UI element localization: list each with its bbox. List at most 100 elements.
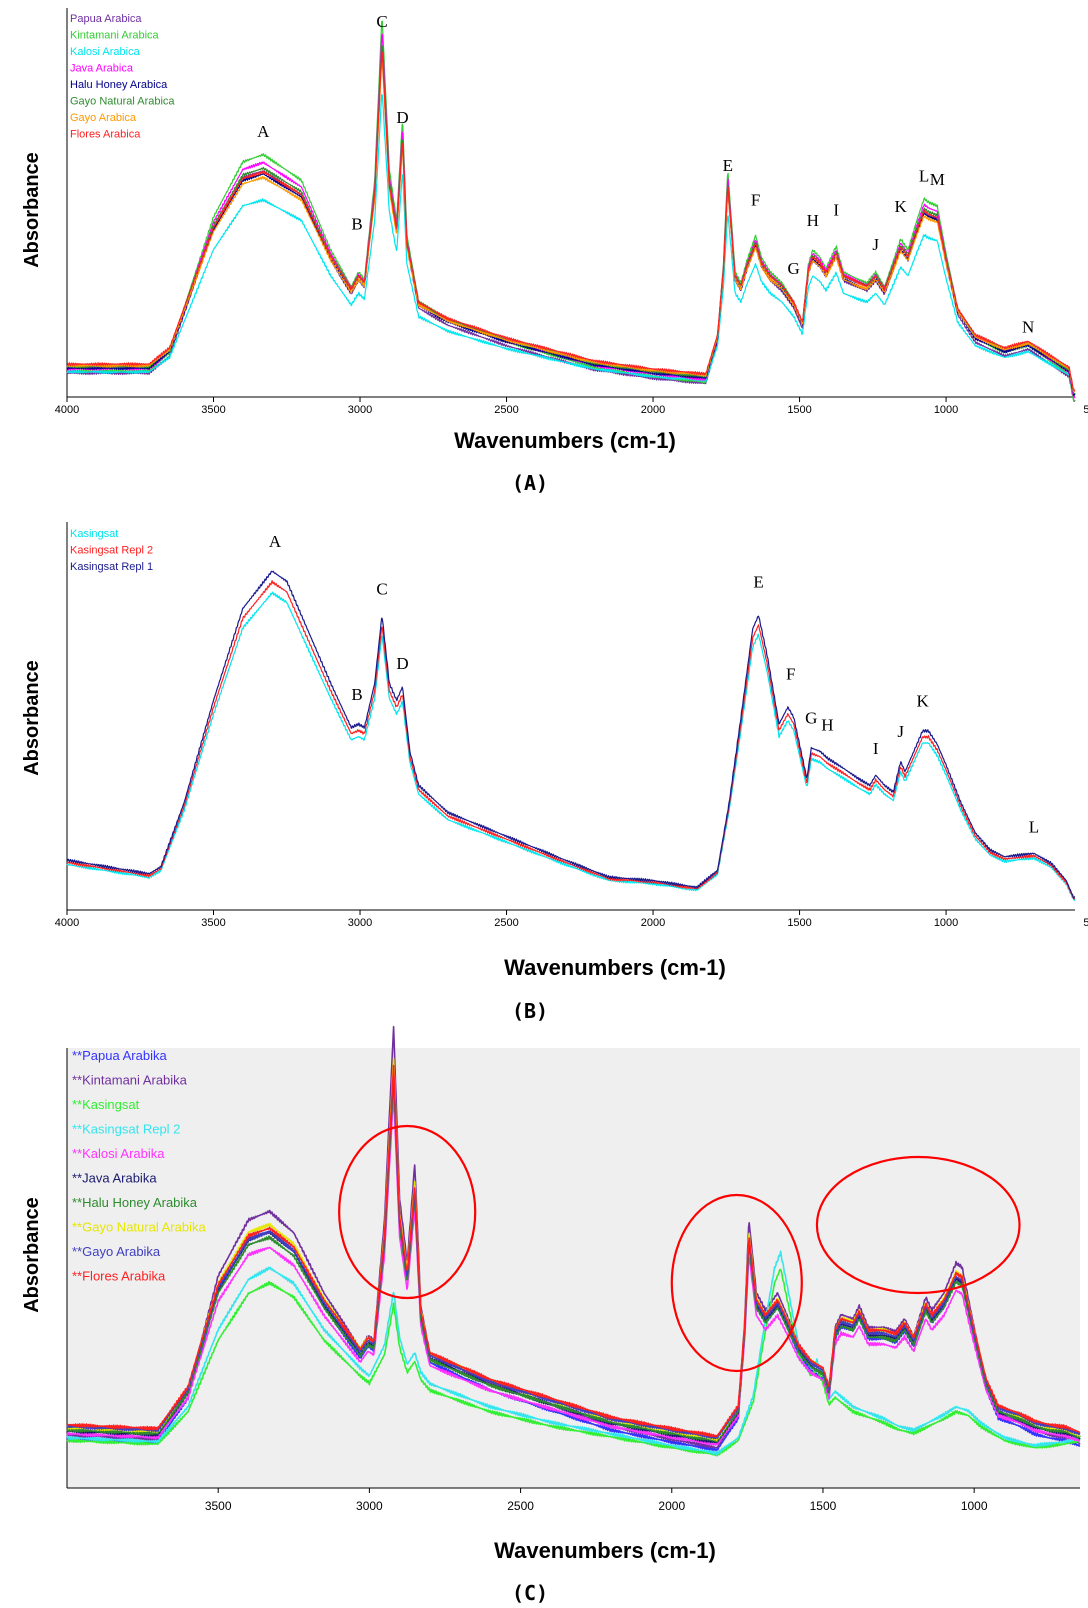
x-tick-label: 2000: [641, 404, 665, 416]
panel-a-x-ticks: 4000 3500 3000 2500 2000 1500 1000 500: [55, 397, 1088, 416]
legend-entry: Gayo Arabica: [70, 112, 137, 124]
x-tick-label: 3000: [356, 1499, 383, 1513]
x-tick-label: 500: [1083, 404, 1088, 416]
peak-label: B: [351, 685, 362, 704]
peak-label: G: [788, 259, 800, 278]
x-tick-label: 1500: [810, 1499, 837, 1513]
x-tick-label: 2000: [658, 1499, 685, 1513]
legend-entry: **Kintamani Arabika: [72, 1073, 188, 1088]
legend-entry: **Kasingsat Repl 2: [72, 1122, 180, 1137]
panel-b: 4000 3500 3000 2500 2000 1500 1000 500 A B C D E F GH…: [21, 522, 1088, 1023]
legend-entry: Kasingsat Repl 2: [70, 545, 153, 557]
panel-c-caption: (C): [512, 1581, 548, 1605]
legend-entry: **Halu Honey Arabika: [72, 1195, 198, 1210]
series-line: [66, 580, 1075, 900]
legend-entry: **Flores Arabika: [72, 1269, 166, 1284]
panel-b-caption: (B): [512, 999, 548, 1023]
series-line: [66, 1069, 1081, 1440]
series-line: [66, 1076, 1081, 1443]
peak-label: A: [269, 532, 282, 551]
peak-label: L: [919, 166, 929, 185]
panel-b-y-axis-label: Absorbance: [21, 660, 43, 776]
peak-label: F: [786, 664, 795, 683]
peak-label: D: [396, 108, 408, 127]
peak-label: D: [396, 654, 408, 673]
panel-a-y-axis-label: Absorbance: [21, 152, 43, 268]
highlight-circle: [670, 1193, 803, 1373]
series-line: [66, 53, 1076, 396]
panel-c: 3500 3000 2500 2000 1500 1000 **Papua Arabika…: [21, 1025, 1081, 1605]
legend-entry: Papua Arabica: [70, 13, 142, 25]
x-tick-label: 1500: [787, 917, 811, 929]
panel-a-caption: (A): [512, 471, 548, 495]
panel-a-plot-area: [66, 20, 1076, 402]
legend-entry: Flores Arabica: [70, 129, 141, 141]
series-line: [66, 1250, 1081, 1456]
x-tick-label: 4000: [55, 917, 79, 929]
legend-entry: Gayo Natural Arabica: [70, 96, 175, 108]
peak-label: K: [916, 692, 929, 711]
panel-b-peak-labels: A B C D E F G H IJK L: [269, 532, 1039, 837]
series-line: [66, 20, 1076, 402]
peak-label: C: [376, 12, 387, 31]
x-tick-label: 1500: [787, 404, 811, 416]
series-line: [66, 1268, 1081, 1457]
peak-label: H: [821, 715, 833, 734]
panel-c-plot-area: [66, 1025, 1081, 1457]
x-tick-label: 2500: [494, 917, 518, 929]
legend-entry: Java Arabica: [70, 63, 134, 75]
x-tick-label: 3500: [201, 404, 225, 416]
panel-c-highlight-circles: [338, 1124, 1021, 1373]
series-line: [66, 570, 1076, 899]
x-tick-label: 3000: [348, 404, 372, 416]
panel-b-x-axis-label: Wavenumbers (cm-1): [504, 955, 726, 980]
panel-b-legend: Kasingsat Kasingsat Repl 2 Kasingsat Repl …: [70, 528, 153, 573]
peak-label: N: [1022, 317, 1034, 336]
peak-label: F: [751, 190, 760, 209]
panel-b-plot-area: [66, 570, 1076, 901]
legend-entry: Kalosi Arabica: [70, 46, 141, 58]
legend-entry: **Gayo Natural Arabika: [72, 1220, 206, 1235]
highlight-circle: [338, 1124, 477, 1300]
panel-c-legend: **Papua Arabika **Kintamani Arabika **Kasi…: [72, 1048, 206, 1284]
series-line: [66, 1092, 1081, 1447]
legend-entry: **Papua Arabika: [72, 1048, 167, 1063]
series-line: [66, 61, 1076, 393]
legend-entry: Halu Honey Arabica: [70, 79, 168, 91]
peak-label: G: [805, 709, 817, 728]
series-line: [66, 93, 1076, 397]
x-tick-label: 500: [1083, 917, 1088, 929]
peak-label: I: [873, 739, 879, 758]
x-tick-label: 3500: [201, 917, 225, 929]
panel-b-x-ticks: 4000 3500 3000 2500 2000 1500 1000 500: [55, 910, 1088, 929]
peak-label: A: [257, 122, 270, 141]
peak-label: M: [930, 170, 945, 189]
highlight-circle: [815, 1155, 1021, 1295]
x-tick-label: 2500: [494, 404, 518, 416]
series-line: [66, 1025, 1081, 1449]
series-line: [66, 1064, 1081, 1438]
peak-label: H: [807, 211, 819, 230]
peak-label: E: [753, 573, 763, 592]
panel-a: 4000 3500 3000 2500 2000 1500 1000 500 A B C D EF G H…: [21, 8, 1088, 495]
peak-label: J: [872, 235, 879, 254]
legend-entry: **Java Arabika: [72, 1171, 157, 1186]
x-tick-label: 3000: [348, 917, 372, 929]
x-tick-label: 4000: [55, 404, 79, 416]
peak-label: B: [351, 214, 362, 233]
peak-label: C: [376, 579, 387, 598]
panel-a-x-axis-label: Wavenumbers (cm-1): [454, 428, 676, 453]
x-tick-label: 3500: [205, 1499, 232, 1513]
panel-c-x-axis-label: Wavenumbers (cm-1): [494, 1538, 716, 1563]
series-line: [66, 591, 1076, 901]
legend-entry: **Kasingsat: [72, 1097, 140, 1112]
panel-a-peak-labels: A B C D EF G HI JKL M N: [257, 12, 1034, 336]
series-line: [66, 51, 1076, 392]
peak-label: E: [723, 156, 733, 175]
legend-entry: Kasingsat: [70, 528, 118, 540]
x-tick-label: 2000: [641, 917, 665, 929]
legend-entry: Kintamani Arabica: [70, 30, 160, 42]
peak-label: J: [897, 722, 904, 741]
legend-entry: **Gayo Arabika: [72, 1244, 161, 1259]
